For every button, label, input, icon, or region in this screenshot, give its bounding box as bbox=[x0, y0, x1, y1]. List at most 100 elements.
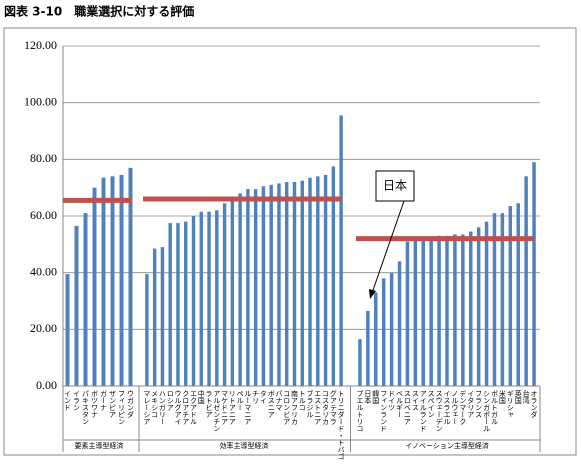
bar bbox=[429, 237, 433, 386]
x-tick-label: アイルランド bbox=[419, 390, 427, 432]
x-tick-label: ボツワナ bbox=[91, 390, 99, 418]
bar bbox=[381, 278, 386, 386]
x-tick-label: グアテマラ bbox=[329, 389, 337, 425]
bar bbox=[176, 223, 180, 386]
chart-border bbox=[3, 27, 577, 456]
bar bbox=[119, 174, 124, 386]
annotation-arrow bbox=[371, 200, 405, 294]
bar bbox=[230, 199, 235, 386]
x-tick-label: ウルグアイ bbox=[174, 390, 182, 425]
x-tick-label: タイ bbox=[259, 390, 267, 404]
chart-title: 図表 3-10 職業選択に対する評価 bbox=[4, 4, 194, 19]
bar bbox=[246, 189, 250, 386]
x-tick-label: ハンガリー bbox=[158, 390, 166, 425]
x-tick-label: ドイツ bbox=[388, 390, 396, 411]
bar bbox=[323, 174, 328, 386]
x-tick-label: ザンビア bbox=[109, 390, 117, 418]
x-tick-label: パナマ bbox=[275, 390, 283, 411]
bar bbox=[308, 177, 312, 386]
bar bbox=[413, 238, 418, 386]
bar bbox=[74, 225, 79, 386]
x-tick-label: ボスニア bbox=[267, 390, 275, 418]
bar bbox=[101, 177, 106, 386]
x-tick-label: スウェーデン bbox=[435, 390, 443, 432]
bar bbox=[191, 216, 196, 386]
x-tick-label: 英国 bbox=[514, 389, 522, 405]
x-tick-label: イラン bbox=[73, 390, 81, 411]
bar bbox=[421, 238, 426, 386]
x-tick-label: トルコ bbox=[298, 390, 306, 411]
x-tick-label: ノルウェー bbox=[451, 390, 459, 425]
x-tick-label: シンガポール bbox=[483, 390, 491, 432]
bar bbox=[65, 274, 70, 386]
y-tick-label: 80.00 bbox=[30, 151, 57, 165]
bar bbox=[516, 203, 520, 386]
x-tick-label: ラトビア bbox=[205, 390, 213, 418]
bar bbox=[184, 221, 188, 386]
bar bbox=[358, 339, 362, 386]
bar bbox=[532, 162, 536, 386]
bar bbox=[468, 231, 473, 386]
x-tick-label: ポルトガル bbox=[490, 390, 498, 425]
x-tick-label: ペルー bbox=[236, 390, 244, 411]
bar bbox=[145, 274, 149, 386]
bar bbox=[277, 183, 281, 386]
bar bbox=[83, 213, 88, 386]
x-tick-label: ルーマニア bbox=[244, 390, 252, 425]
bar bbox=[253, 189, 258, 386]
x-tick-label: オランダ bbox=[530, 390, 538, 418]
x-tick-label: マレーシア bbox=[143, 390, 151, 425]
bar bbox=[269, 184, 273, 386]
x-tick-label: ロシア bbox=[166, 390, 174, 411]
x-tick-label: 中国 bbox=[197, 389, 205, 405]
bar bbox=[437, 235, 441, 386]
bar bbox=[152, 248, 157, 386]
x-tick-label: リトアニア bbox=[228, 390, 236, 425]
x-tick-label: 韓国 bbox=[372, 389, 380, 405]
x-tick-label: ベルギー bbox=[396, 390, 404, 418]
bar bbox=[524, 176, 528, 386]
bar bbox=[300, 180, 304, 386]
x-tick-label: エストニア bbox=[314, 390, 322, 425]
x-tick-label: 日本 bbox=[364, 390, 372, 405]
x-tick-label: 米国 bbox=[498, 389, 506, 405]
y-tick-label: 60.00 bbox=[30, 208, 57, 222]
y-tick-label: 100.00 bbox=[24, 94, 57, 108]
x-tick-label: ガーナ bbox=[100, 390, 108, 411]
x-tick-label: ブラジル bbox=[306, 389, 314, 418]
x-tick-label: 台湾 bbox=[522, 389, 530, 405]
x-tick-label: アルゼンチン bbox=[213, 390, 221, 432]
x-tick-label: パキスタン bbox=[82, 390, 90, 425]
x-tick-label: プエルトリコ bbox=[356, 390, 364, 432]
bar bbox=[316, 176, 320, 386]
x-tick-label: フィリピン bbox=[118, 390, 126, 425]
x-tick-label: 南アフリカ bbox=[291, 389, 299, 425]
x-tick-label: イタリア bbox=[467, 390, 475, 418]
x-tick-label: スイス bbox=[411, 390, 419, 411]
bar bbox=[374, 292, 378, 386]
bar bbox=[207, 211, 211, 386]
bar bbox=[339, 115, 343, 387]
x-tick-label: フィンランド bbox=[380, 390, 388, 432]
bar bbox=[445, 235, 449, 386]
bar bbox=[92, 187, 97, 386]
bar bbox=[199, 211, 203, 386]
bar bbox=[331, 166, 336, 386]
bar bbox=[222, 203, 227, 386]
bar bbox=[405, 241, 410, 386]
x-tick-label: トリニダード・トバゴ bbox=[337, 390, 345, 460]
bar bbox=[484, 221, 489, 386]
bar bbox=[238, 193, 242, 386]
group-label: イノベーション主導型経済 bbox=[405, 441, 489, 450]
bar bbox=[215, 210, 219, 386]
x-tick-label: コロンビア bbox=[283, 390, 291, 425]
x-tick-label: クロアチア bbox=[182, 390, 190, 425]
y-tick-label: 0.00 bbox=[36, 378, 57, 392]
bar bbox=[508, 206, 513, 386]
group-label: 要素主導型経済 bbox=[75, 441, 124, 450]
x-tick-label: メキシコ bbox=[151, 390, 159, 418]
x-tick-label: デンマーク bbox=[459, 389, 467, 425]
x-tick-label: チリ bbox=[252, 390, 260, 404]
